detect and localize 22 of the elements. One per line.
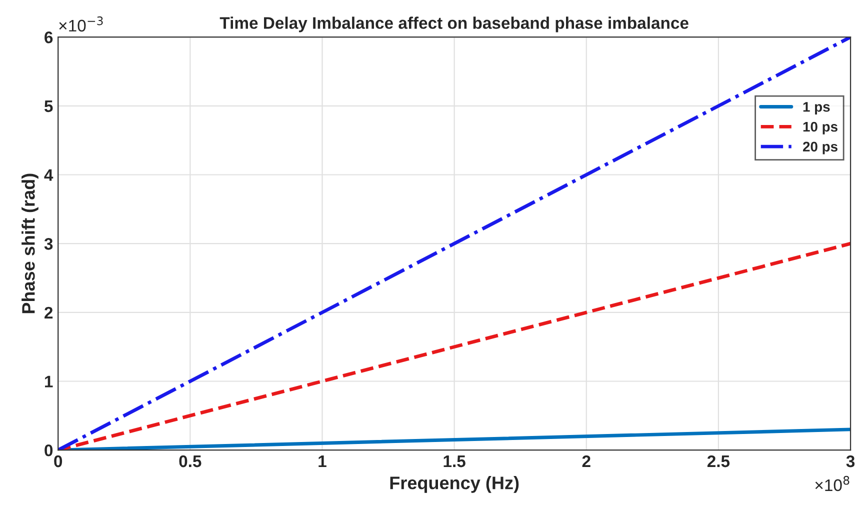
x-tick-label: 0.5: [179, 455, 202, 468]
y-tick-label: 3: [44, 238, 53, 250]
y-tick-label: 1: [45, 376, 53, 388]
legend-label: 20 ps: [802, 142, 838, 154]
text: ×10$^{8}$: [815, 476, 850, 492]
y-tick-label: 4: [44, 169, 54, 181]
y-axis-title: Phase shift (rad): [22, 174, 38, 314]
legend-label: 1 ps: [803, 102, 830, 115]
y-tick-label: 6: [44, 31, 53, 44]
x-tick-label: 1: [318, 456, 326, 468]
x-tick-label: 0: [54, 455, 62, 468]
legend-label: 10 ps: [803, 122, 838, 134]
y-tick-label: 0: [44, 444, 53, 456]
x-tick-label: 1.5: [444, 456, 466, 468]
x-tick-label: 2.5: [707, 455, 730, 468]
y-tick-label: 2: [44, 306, 53, 318]
x-axis-title: Frequency (Hz): [390, 476, 519, 493]
x-tick-label: 2: [582, 455, 590, 468]
chart-title: Time Delay Imbalance affect on baseband phase imbalance: [220, 16, 688, 32]
y-tick-label: 5: [44, 100, 53, 112]
x-tick-label: 3: [846, 455, 855, 468]
text: ×10$^{−3}$: [59, 16, 103, 32]
